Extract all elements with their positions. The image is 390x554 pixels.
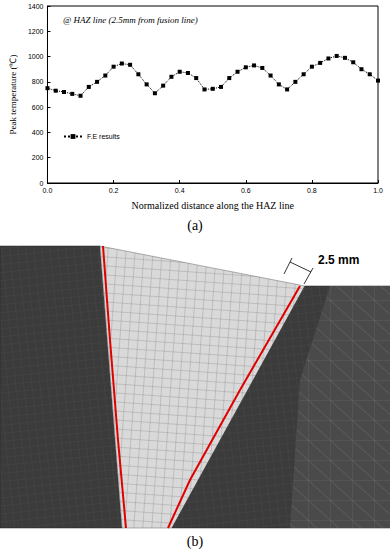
svg-text:@ HAZ line (2.5mm from fusion: @ HAZ line (2.5mm from fusion line) (63, 15, 198, 25)
svg-text:0.6: 0.6 (241, 187, 251, 194)
svg-text:F.E results: F.E results (87, 133, 120, 140)
svg-text:1400: 1400 (28, 3, 44, 10)
svg-text:0.8: 0.8 (307, 187, 317, 194)
svg-text:1.0: 1.0 (373, 187, 383, 194)
svg-text:800: 800 (32, 78, 44, 85)
svg-text:400: 400 (32, 129, 44, 136)
svg-text:2.5 mm: 2.5 mm (318, 253, 359, 267)
svg-text:Normalized distance along the: Normalized distance along the HAZ line (132, 200, 295, 211)
svg-text:0.0: 0.0 (43, 187, 53, 194)
html-text:(a): (a) (187, 218, 203, 233)
svg-text:200: 200 (32, 154, 44, 161)
svg-text:1200: 1200 (28, 28, 44, 35)
svg-text:0: 0 (40, 180, 44, 187)
html-text:(b): (b) (186, 534, 204, 549)
svg-text:Peak temperature (℃): Peak temperature (℃) (8, 55, 18, 135)
svg-text:0.2: 0.2 (109, 187, 119, 194)
svg-text:0.4: 0.4 (175, 187, 185, 194)
svg-text:600: 600 (32, 104, 44, 111)
svg-text:1000: 1000 (28, 53, 44, 60)
